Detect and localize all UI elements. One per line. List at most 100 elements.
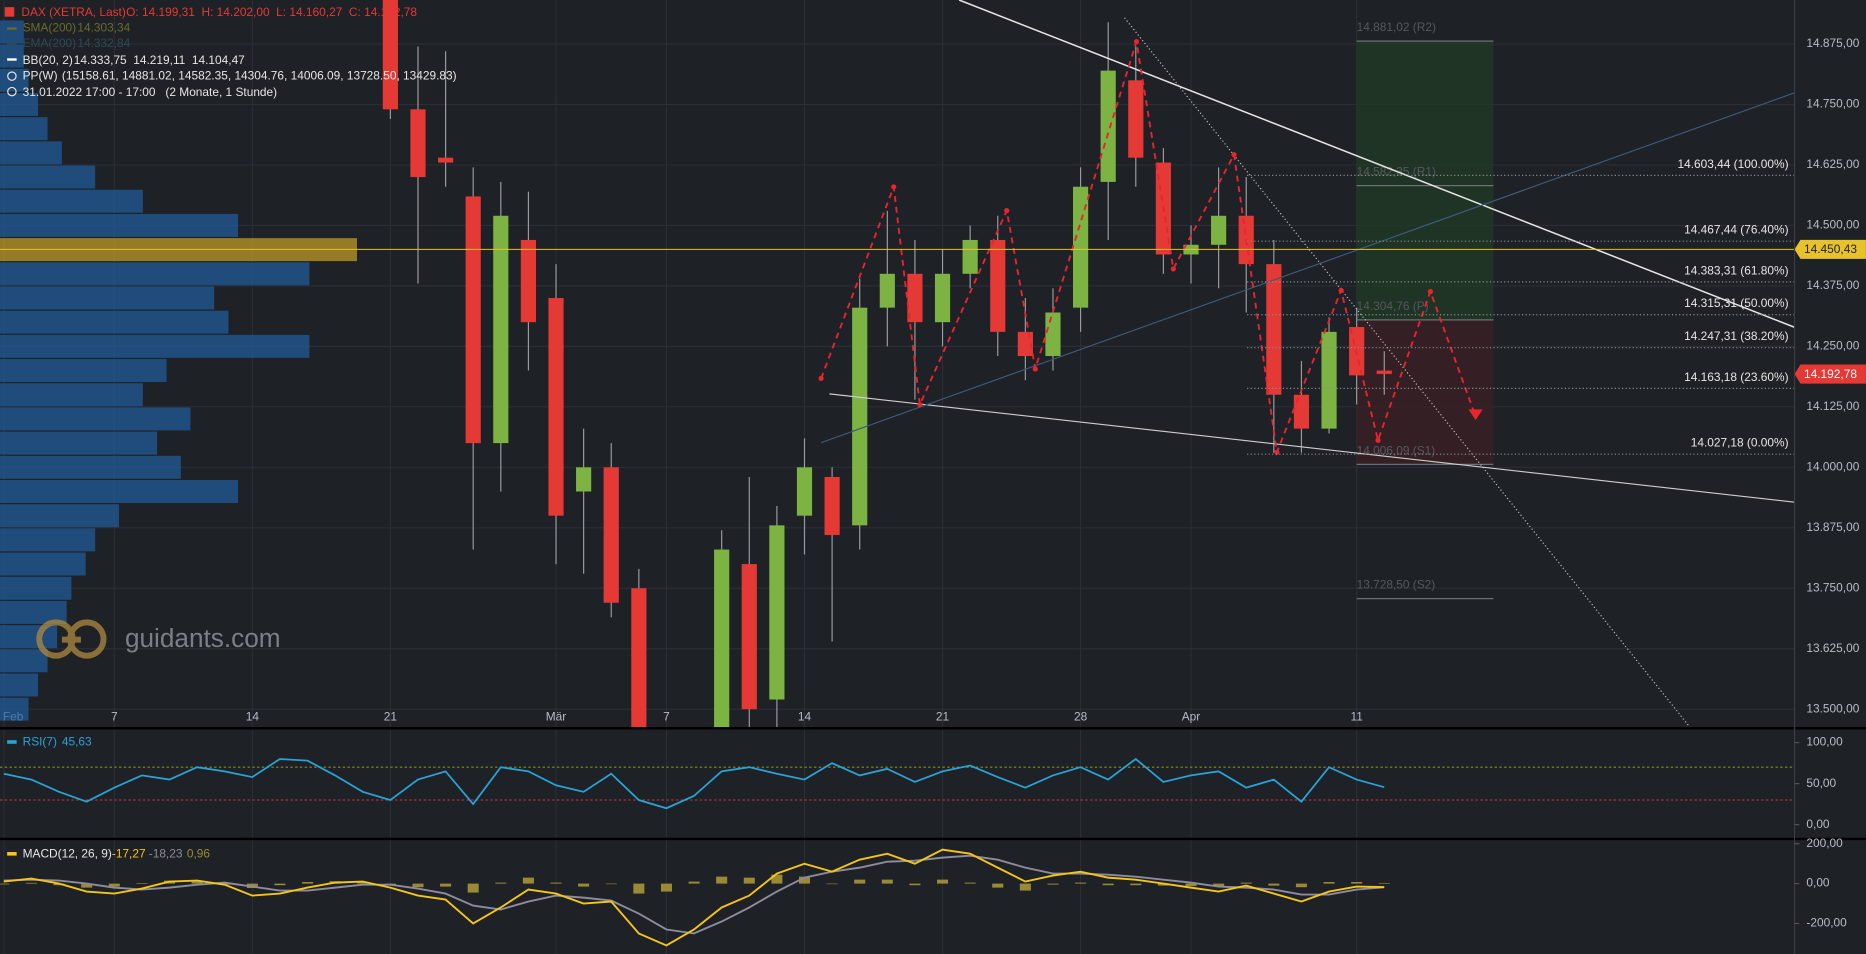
y-tick-label: 14.500,00 (1806, 218, 1859, 232)
price-tag-label: 14.192,78 (1804, 367, 1857, 381)
candle-body (1376, 370, 1392, 374)
histogram-bar (440, 883, 452, 887)
candle-body (520, 239, 537, 323)
price-tag (1794, 364, 1866, 384)
x-tick-label: 7 (111, 710, 118, 724)
candle-body (465, 196, 481, 444)
candle-body (603, 467, 619, 603)
study-value: 14.333,75 14.219,11 14.104,47 (74, 53, 245, 67)
profile-bar (0, 625, 58, 649)
histogram-bar (1295, 883, 1307, 888)
histogram-bar (1075, 882, 1087, 884)
histogram-bar (771, 874, 783, 884)
separator (0, 727, 1866, 730)
profile-bar (0, 20, 24, 44)
icon (7, 58, 17, 61)
candle-body (824, 476, 840, 536)
profile-bar (0, 383, 143, 407)
y-tick-label: 14.875,00 (1806, 36, 1859, 50)
profile-bar (0, 286, 215, 310)
levels: 14.603,44 (100.00%) 14.467,44 (76.40%) 14.… (0, 157, 1866, 455)
y-tick-label: 13.500,00 (1806, 701, 1859, 715)
instrument: DAX (XETRA, Last) (21, 5, 125, 19)
histogram-bar (1213, 883, 1225, 886)
profile-bar (0, 673, 39, 697)
candle-body (741, 564, 757, 710)
y-tick-label: 14.000,00 (1806, 459, 1859, 473)
legend-title: MACD(12, 26, 9) (23, 847, 112, 861)
legend-value: 45,63 (62, 735, 92, 749)
fib-label: 14.163,18 (23.60%) (1684, 370, 1788, 384)
y-tick-label: 0,00 (1806, 817, 1830, 831)
quote: O: 14.199,31 H: 14.202,00 L: 14.160,27 C… (126, 5, 417, 19)
candle-body (1293, 394, 1310, 429)
histogram-bar (633, 883, 645, 894)
legend-swatch (7, 740, 17, 744)
y-tick-label: -200,00 (1806, 916, 1847, 930)
histogram-bar (1047, 883, 1059, 885)
price-tag-label: 14.450,43 (1804, 242, 1857, 256)
pattern-points (818, 39, 1433, 455)
histogram-bar (909, 883, 921, 886)
study-name: SMA(200) (23, 21, 77, 35)
histogram-bar (25, 882, 37, 884)
y-tick-label: 14.625,00 (1806, 157, 1859, 171)
histogram-bar (605, 883, 617, 885)
histogram-bar (0, 883, 10, 885)
pivot-label: 14.304,76 (P) (1357, 299, 1429, 313)
histogram-bar (550, 882, 562, 884)
histogram-bar (1240, 882, 1252, 884)
candle-body (1266, 264, 1282, 395)
histogram-bar (81, 883, 93, 888)
histogram-bar (108, 883, 120, 887)
histogram-bar (964, 882, 976, 884)
histogram-bar (826, 883, 838, 885)
histogram-bar (1268, 883, 1280, 886)
histogram-bar (467, 883, 479, 893)
pivot-zone (1356, 41, 1494, 320)
y-tick-label: 0,00 (1806, 876, 1830, 890)
candle-body (907, 273, 923, 323)
y-tick-label: 200,00 (1806, 836, 1843, 850)
histogram-bar (660, 883, 672, 892)
y-tick-label: 13.625,00 (1806, 641, 1859, 655)
candle-body (1072, 186, 1089, 308)
legend-swatch (7, 852, 17, 856)
profile-bar (0, 480, 239, 503)
x-tick-label: 7 (663, 710, 670, 724)
legend-value: -18,23 (149, 847, 183, 861)
candle-body (1211, 215, 1227, 245)
profile-bar (0, 697, 29, 721)
separator (0, 837, 1866, 841)
trendline (958, 0, 1795, 328)
study-value: 14.303,34 (77, 21, 130, 35)
histogram-bar (136, 883, 148, 884)
histogram-bar (798, 876, 811, 884)
header: DAX (XETRA, Last) O: 14.199,31 H: 14.202… (4, 5, 457, 99)
histogram-bar (1378, 883, 1390, 885)
y-tick-label: 50,00 (1806, 776, 1836, 790)
study-name: PP(W) (23, 68, 58, 82)
candle-body (410, 109, 426, 178)
profile-bar (0, 528, 96, 552)
candle-body (548, 297, 564, 516)
candle-body (879, 273, 895, 308)
arrow-head (1468, 409, 1483, 421)
icon (7, 27, 17, 30)
volume-profile (0, 20, 358, 721)
icon (4, 7, 15, 17)
profile-bar (0, 141, 62, 165)
histogram-bar (1157, 883, 1169, 886)
y-tick-label: 14.750,00 (1806, 97, 1859, 111)
trendline (820, 92, 1795, 444)
histogram-bar (688, 881, 700, 884)
profile-bar (0, 44, 24, 68)
profile-bar (0, 213, 239, 237)
histogram-bar (1323, 882, 1335, 884)
candle-body (1045, 312, 1061, 357)
y-tick-label: 14.125,00 (1806, 399, 1859, 413)
